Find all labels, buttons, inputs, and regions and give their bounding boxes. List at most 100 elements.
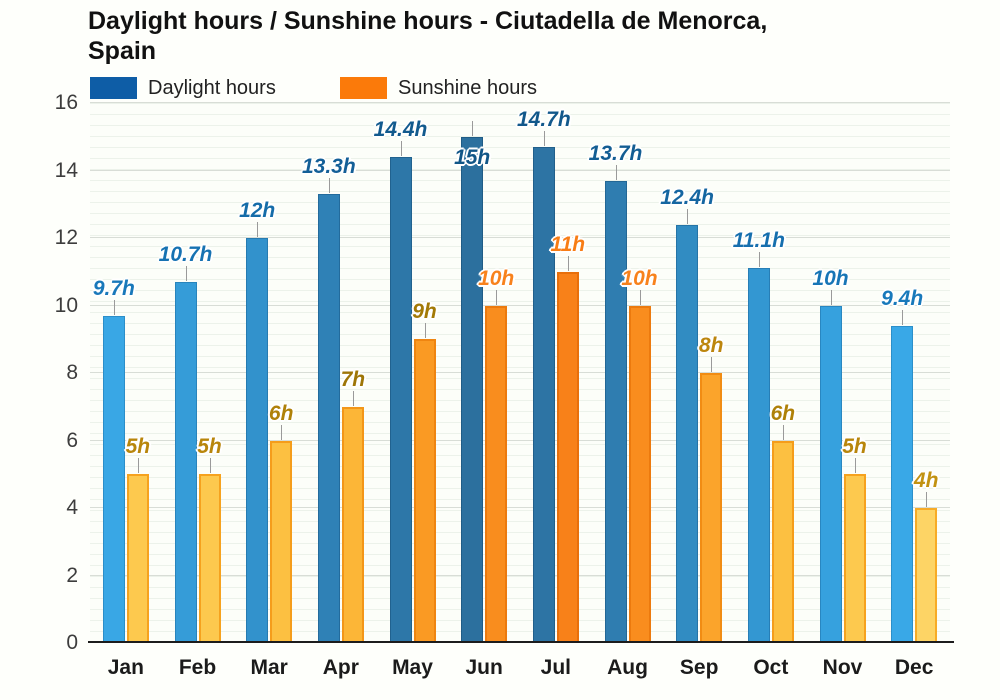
sunshine-label-tick-nov (854, 458, 856, 474)
sunshine-label-tick-may (424, 323, 426, 339)
gridline-14 (90, 169, 950, 171)
sunshine-label-tick-aug (639, 289, 641, 305)
daylight-value-label-apr: 13.3h (301, 155, 356, 179)
daylight-label-tick-dec (902, 309, 904, 325)
sunshine-value-label-nov: 5h (842, 435, 867, 459)
sunshine-bar-may (413, 339, 436, 643)
daylight-bar-jun (461, 136, 484, 643)
sunshine-bar-jan (126, 474, 149, 643)
daylight-bar-nov (819, 305, 842, 643)
daylight-label-tick-aug (615, 164, 617, 180)
y-axis-label-0: 0 (66, 631, 78, 654)
daylight-label-tick-may (400, 141, 402, 156)
chart-title-line2: Spain (88, 37, 157, 65)
month-label-nov: Nov (822, 656, 863, 679)
sunshine-bar-oct (771, 440, 794, 643)
sunshine-value-label-aug: 10h (621, 266, 658, 290)
sunshine-value-label-dec: 4h (913, 469, 939, 492)
month-label-apr: Apr (322, 656, 359, 679)
daylight-value-label-oct: 11.1h (732, 229, 785, 253)
month-label-may: May (392, 656, 433, 679)
sunshine-value-label-jun: 10h (478, 266, 515, 290)
daylight-value-label-sep: 12.4h (660, 185, 714, 209)
daylight-value-label-aug: 13.7h (588, 141, 643, 165)
gridline-16 (90, 102, 950, 103)
daylight-value-label-may: 14.4h (373, 118, 428, 141)
sunshine-label-tick-mar (281, 424, 283, 440)
chart-title: Daylight hours / Sunshine hours - Ciutad… (88, 6, 968, 66)
sunshine-label-tick-jun (496, 289, 498, 305)
sunshine-label-tick-jan (137, 458, 139, 474)
sunshine-value-label-oct: 6h (770, 401, 796, 425)
legend-daylight-swatch (90, 77, 137, 99)
sunshine-bar-mar (270, 440, 293, 643)
sunshine-value-label-sep: 8h (698, 334, 724, 357)
plot-area (90, 102, 950, 643)
sunshine-bar-feb (198, 474, 221, 643)
sunshine-bar-apr (341, 406, 364, 643)
month-label-mar: Mar (250, 656, 288, 679)
daylight-bar-oct (747, 268, 770, 643)
y-axis-label-14: 14 (54, 158, 78, 182)
month-label-jun: Jun (465, 656, 503, 679)
daylight-label-tick-oct (758, 252, 760, 268)
daylight-label-tick-apr (328, 178, 330, 194)
gridline-2 (90, 574, 950, 576)
sunshine-bar-dec (915, 508, 938, 643)
y-axis-label-4: 4 (66, 496, 78, 519)
month-label-jul: Jul (540, 656, 571, 679)
sunshine-bar-jul (556, 271, 579, 643)
gridline-8 (90, 372, 950, 373)
legend-daylight-label: Daylight hours (148, 77, 276, 99)
legend-sunshine-swatch (340, 77, 387, 99)
daylight-label-tick-jan (113, 299, 115, 315)
sunshine-value-label-apr: 7h (340, 367, 366, 391)
sunshine-label-tick-jul (567, 255, 569, 271)
sunshine-label-tick-feb (209, 458, 211, 474)
month-label-jan: Jan (107, 656, 144, 679)
daylight-value-label-jun: 15h (454, 145, 491, 169)
y-axis-label-16: 16 (54, 91, 78, 114)
daylight-label-tick-jul (543, 130, 545, 146)
month-label-feb: Feb (178, 656, 217, 679)
daylight-value-label-jul: 14.7h (516, 107, 571, 131)
sunshine-label-tick-oct (782, 424, 784, 440)
daylight-label-tick-feb (185, 265, 187, 281)
month-label-oct: Oct (753, 656, 789, 679)
daylight-bar-jul (532, 146, 555, 643)
daylight-bar-may (389, 157, 412, 643)
sunshine-label-tick-apr (352, 390, 354, 406)
daylight-value-label-feb: 10.7h (158, 242, 213, 266)
daylight-bar-jan (102, 315, 125, 643)
daylight-bar-feb (174, 281, 197, 643)
sunshine-label-tick-dec (926, 492, 928, 507)
sunshine-value-label-may: 9h (412, 300, 437, 324)
y-axis-label-2: 2 (66, 563, 78, 587)
month-label-dec: Dec (894, 656, 934, 679)
sunshine-value-label-jul: 11h (550, 232, 586, 256)
daylight-label-tick-jun (472, 120, 474, 136)
sunshine-bar-jun (485, 305, 508, 643)
y-axis-label-6: 6 (66, 428, 78, 452)
sunshine-value-label-feb: 5h (197, 435, 222, 459)
y-axis-label-12: 12 (54, 226, 78, 249)
x-axis-line (88, 641, 954, 643)
month-label-sep: Sep (679, 656, 719, 679)
daylight-value-label-dec: 9.4h (881, 286, 924, 310)
legend-sunshine-label: Sunshine hours (398, 77, 537, 99)
gridline-4 (90, 507, 950, 508)
daylight-value-label-nov: 10h (812, 266, 849, 290)
gridline-12 (90, 237, 950, 238)
chart-title-line1: Daylight hours / Sunshine hours - Ciutad… (88, 7, 768, 35)
sunshine-value-label-jan: 5h (125, 435, 151, 459)
y-axis-label-8: 8 (66, 361, 78, 384)
sunshine-bar-aug (628, 305, 651, 643)
y-axis-label-10: 10 (54, 293, 78, 317)
gridline-6 (90, 439, 950, 441)
sunshine-value-label-mar: 6h (268, 401, 294, 425)
daylight-value-label-mar: 12h (239, 199, 276, 222)
gridline-10 (90, 304, 950, 306)
daylight-label-tick-sep (687, 208, 689, 224)
month-label-aug: Aug (607, 656, 648, 679)
